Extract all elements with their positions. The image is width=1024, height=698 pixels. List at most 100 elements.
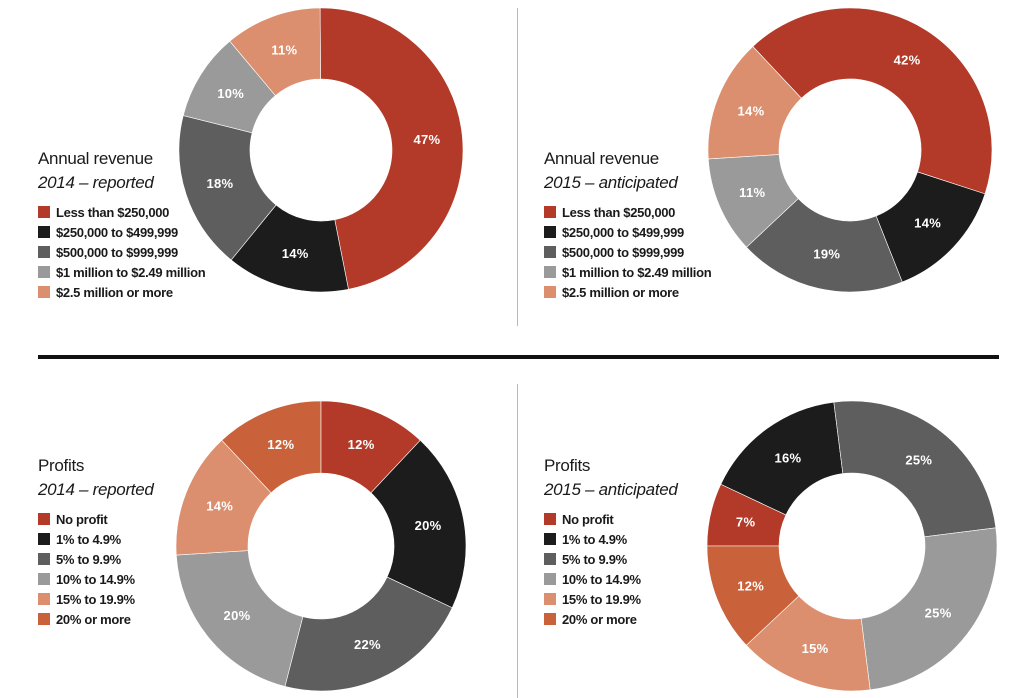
- donut-slice: [178, 115, 277, 261]
- legend-item: 20% or more: [544, 609, 641, 629]
- legend-label: $250,000 to $499,999: [562, 224, 684, 240]
- chart-subtitle: 2014 – reported: [38, 480, 154, 499]
- legend-label: 15% to 19.9%: [562, 591, 641, 607]
- legend-label: 20% or more: [562, 611, 637, 627]
- legend-label: 10% to 14.9%: [562, 571, 641, 587]
- slice-label: 20%: [415, 518, 442, 533]
- legend-label: $500,000 to $999,999: [56, 244, 178, 260]
- legend-swatch: [544, 226, 556, 238]
- legend-swatch: [544, 266, 556, 278]
- vertical-divider-bottom: [517, 384, 518, 698]
- legend-swatch: [544, 206, 556, 218]
- legend-label: 1% to 4.9%: [562, 531, 627, 547]
- chart-legend: No profit 1% to 4.9% 5% to 9.9% 10% to 1…: [544, 509, 641, 629]
- slice-label: 11%: [739, 185, 765, 200]
- slice-label: 12%: [348, 437, 375, 452]
- legend-label: $2.5 million or more: [562, 284, 679, 300]
- legend-swatch: [38, 613, 50, 625]
- legend-swatch: [38, 593, 50, 605]
- legend-swatch: [38, 266, 50, 278]
- legend-item: 1% to 4.9%: [38, 529, 135, 549]
- vertical-divider-top: [517, 8, 518, 326]
- slice-label: 18%: [206, 176, 233, 191]
- donut-slice: [229, 7, 321, 97]
- slice-label: 16%: [774, 450, 801, 465]
- legend-swatch: [38, 206, 50, 218]
- legend-label: 5% to 9.9%: [56, 551, 121, 567]
- panel-revenue-2014: 47% 14% 18% 10% 11% Annual revenue 2014 – re…: [0, 0, 512, 349]
- donut-slice: [175, 550, 304, 687]
- chart-title: Annual revenue: [38, 149, 153, 168]
- slice-label: 19%: [813, 246, 840, 261]
- slice-label: 15%: [802, 641, 829, 656]
- slice-label: 47%: [414, 132, 441, 147]
- legend-label: $250,000 to $499,999: [56, 224, 178, 240]
- donut-chart-profits-2015: 7% 16% 25% 25% 15% 12%: [706, 400, 998, 692]
- legend-swatch: [544, 246, 556, 258]
- chart-legend: No profit 1% to 4.9% 5% to 9.9% 10% to 1…: [38, 509, 135, 629]
- slice-label: 14%: [738, 103, 765, 118]
- legend-item: No profit: [38, 509, 135, 529]
- legend-label: 20% or more: [56, 611, 131, 627]
- legend-item: $250,000 to $499,999: [544, 222, 711, 242]
- legend-label: 10% to 14.9%: [56, 571, 135, 587]
- legend-label: No profit: [562, 511, 614, 527]
- panel-profits-2015: 7% 16% 25% 25% 15% 12% Profits 2015 – anticip…: [512, 349, 1024, 698]
- donut-slice: [707, 46, 802, 160]
- legend-item: 10% to 14.9%: [544, 569, 641, 589]
- legend-item: $2.5 million or more: [38, 282, 205, 302]
- legend-item: $1 million to $2.49 million: [38, 262, 206, 282]
- donut-slice: [752, 7, 993, 195]
- legend-swatch: [38, 573, 50, 585]
- legend-swatch: [544, 513, 556, 525]
- legend-item: $1 million to $2.49 million: [544, 262, 712, 282]
- chart-subtitle: 2015 – anticipated: [544, 173, 678, 192]
- donut-slice: [175, 439, 272, 556]
- legend-label: $1 million to $2.49 million: [56, 264, 206, 280]
- donut-slice: [833, 400, 997, 538]
- slice-label: 11%: [271, 43, 297, 58]
- slice-label: 22%: [354, 637, 381, 652]
- chart-title: Profits: [38, 456, 85, 475]
- slice-label: 12%: [267, 437, 294, 452]
- legend-label: No profit: [56, 511, 108, 527]
- panel-profits-2014: 12% 12% 20% 22% 20% 14% Profits 2014 – report…: [0, 349, 512, 698]
- legend-swatch: [38, 286, 50, 298]
- legend-item: 15% to 19.9%: [38, 589, 135, 609]
- legend-item: 1% to 4.9%: [544, 529, 641, 549]
- slice-label: 14%: [206, 498, 233, 513]
- legend-swatch: [544, 553, 556, 565]
- legend-swatch: [544, 286, 556, 298]
- legend-item: 20% or more: [38, 609, 135, 629]
- horizontal-rule: [38, 355, 999, 359]
- chart-title: Profits: [544, 456, 591, 475]
- legend-swatch: [544, 613, 556, 625]
- legend-item: $250,000 to $499,999: [38, 222, 205, 242]
- legend-item: No profit: [544, 509, 641, 529]
- slice-label: 7%: [736, 515, 756, 530]
- legend-swatch: [38, 513, 50, 525]
- chart-legend: Less than $250,000 $250,000 to $499,999 …: [38, 202, 206, 302]
- legend-label: 5% to 9.9%: [562, 551, 627, 567]
- donut-chart-revenue-2015: 42% 14% 19% 11% 14%: [707, 7, 993, 293]
- legend-item: 5% to 9.9%: [544, 549, 641, 569]
- legend-item: Less than $250,000: [544, 202, 711, 222]
- legend-swatch: [544, 573, 556, 585]
- slice-label: 10%: [217, 86, 244, 101]
- legend-swatch: [38, 226, 50, 238]
- legend-label: $1 million to $2.49 million: [562, 264, 712, 280]
- legend-label: 1% to 4.9%: [56, 531, 121, 547]
- slice-label: 14%: [914, 215, 941, 230]
- donut-chart-profits-2014: 12% 12% 20% 22% 20% 14%: [175, 400, 467, 692]
- legend-swatch: [544, 593, 556, 605]
- donut-slice: [284, 576, 453, 692]
- panel-revenue-2015: 42% 14% 19% 11% 14% Annual revenue 2015 – an…: [512, 0, 1024, 349]
- donut-slice: [746, 198, 903, 293]
- legend-item: 10% to 14.9%: [38, 569, 135, 589]
- legend-label: 15% to 19.9%: [56, 591, 135, 607]
- chart-subtitle: 2015 – anticipated: [544, 480, 678, 499]
- slice-label: 20%: [224, 608, 251, 623]
- legend-swatch: [38, 533, 50, 545]
- legend-label: Less than $250,000: [562, 204, 676, 220]
- legend-item: 5% to 9.9%: [38, 549, 135, 569]
